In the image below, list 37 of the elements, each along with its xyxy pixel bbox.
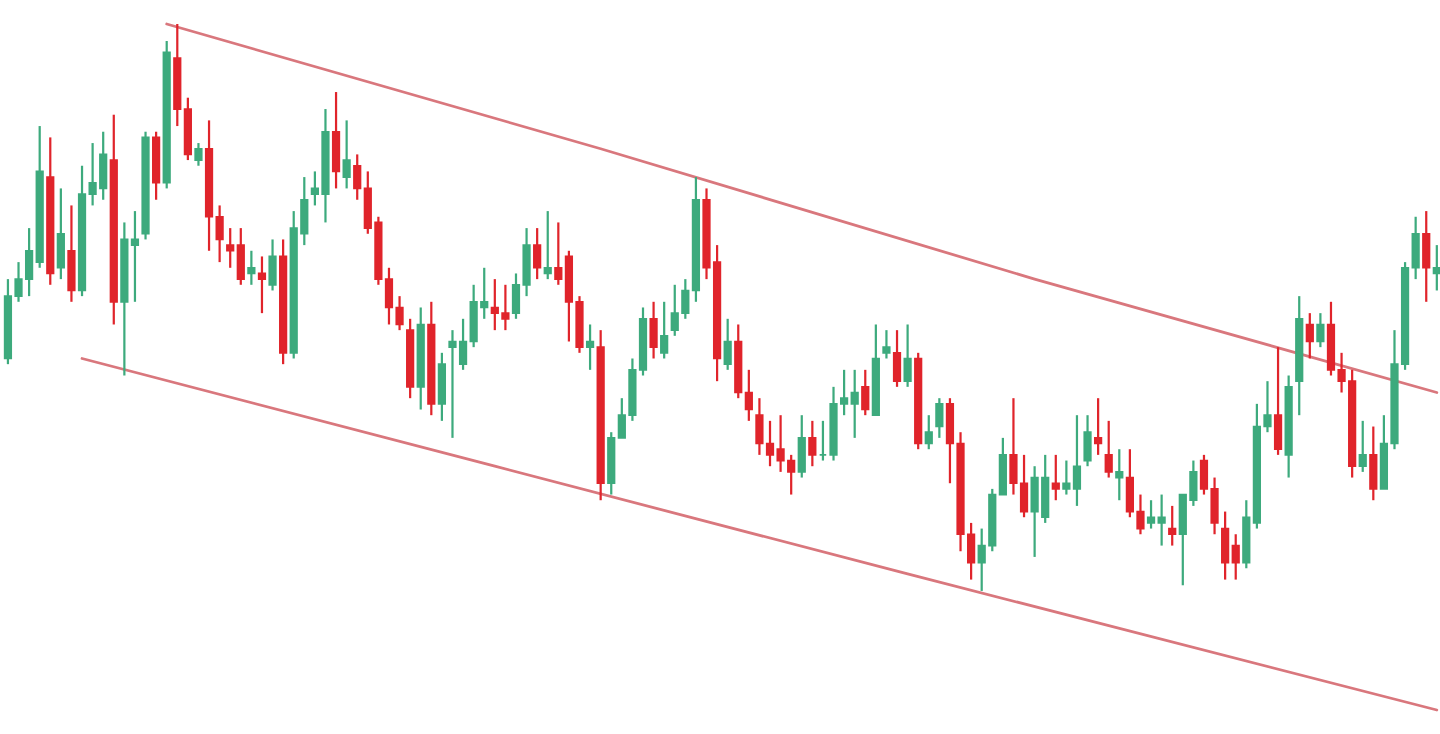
candlestick — [533, 226, 542, 281]
candlestick — [152, 130, 161, 201]
candlestick — [1115, 448, 1124, 502]
candlestick — [660, 300, 669, 360]
candlestick — [268, 238, 277, 292]
candlestick — [797, 414, 806, 479]
candlestick — [194, 141, 203, 167]
candlestick — [892, 329, 902, 388]
candlestick — [1316, 312, 1325, 349]
candlestick — [723, 317, 732, 371]
candlestick — [935, 397, 944, 439]
candlestick — [1273, 346, 1283, 456]
candlestick — [342, 119, 351, 190]
candlestick — [56, 187, 65, 281]
candlestick — [585, 323, 595, 371]
candlestick — [903, 323, 912, 388]
candlestick — [1168, 504, 1177, 547]
candlestick — [882, 329, 891, 360]
candlestick — [543, 209, 552, 281]
candlestick — [67, 204, 76, 303]
candlestick — [1305, 312, 1314, 360]
candlestick — [649, 300, 658, 360]
candlestick — [1369, 425, 1378, 502]
candlestick — [257, 255, 267, 315]
candlestick — [1358, 419, 1367, 473]
candlestick — [1051, 453, 1060, 502]
candlestick — [924, 414, 933, 451]
candlestick — [247, 249, 256, 286]
candlestick — [1083, 414, 1092, 468]
candlestick — [808, 419, 817, 468]
candlestick — [331, 90, 341, 190]
candlestick — [1422, 209, 1431, 303]
candlestick — [437, 351, 447, 422]
candlestick — [1094, 397, 1103, 456]
candlestick — [1432, 244, 1440, 292]
candlestick — [1104, 419, 1113, 479]
candlestick — [861, 368, 870, 417]
